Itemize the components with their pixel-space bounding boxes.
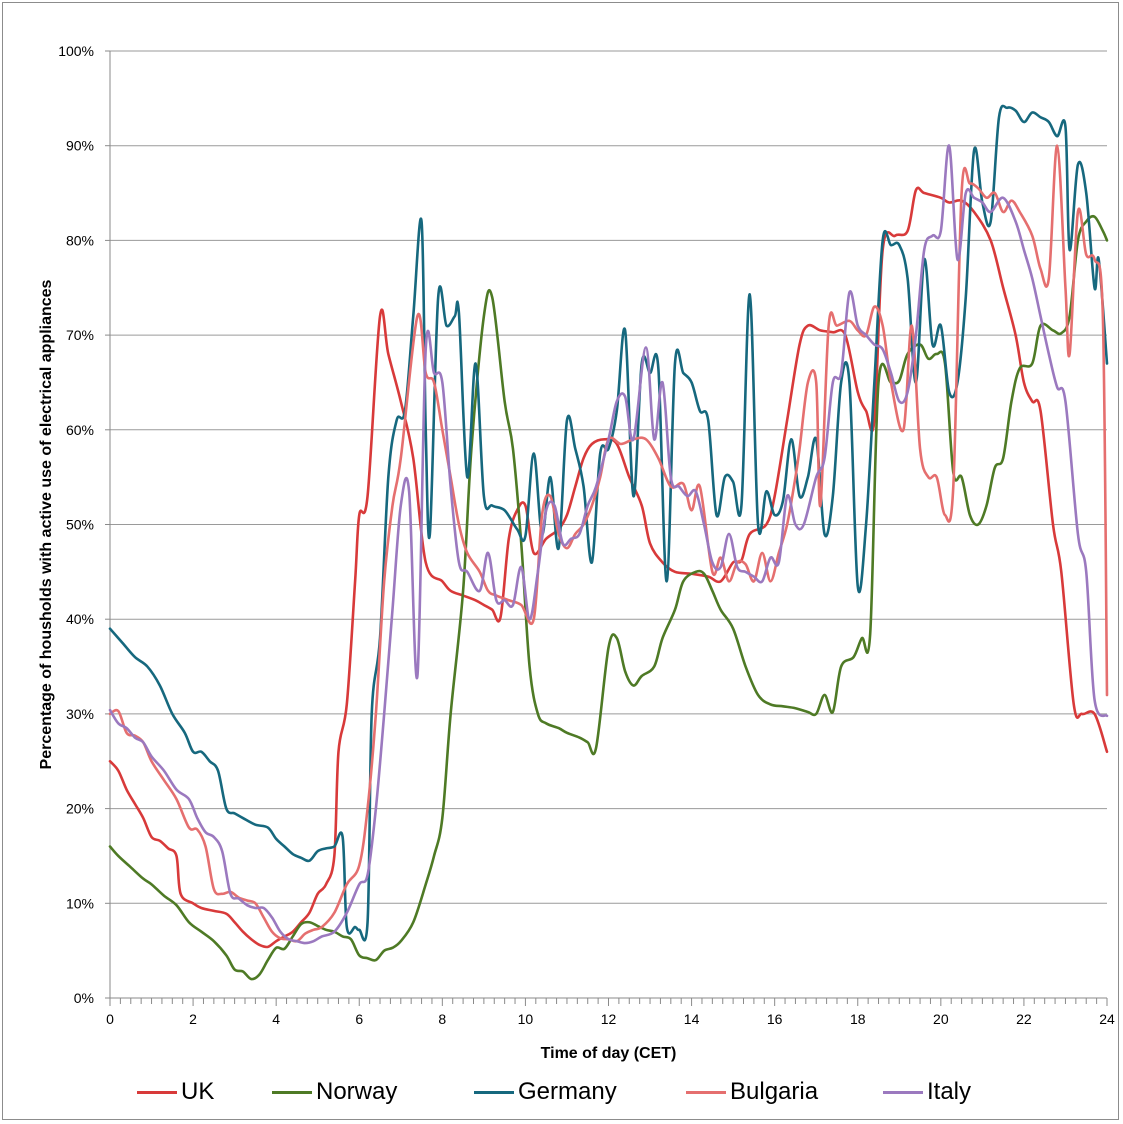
y-tick-label: 20% <box>66 801 94 817</box>
legend: UK Norway Germany Bulgaria Italy <box>0 1070 1123 1114</box>
y-tick-label: 30% <box>66 706 94 722</box>
legend-swatch <box>474 1090 514 1094</box>
y-tick-label: 90% <box>66 138 94 154</box>
series-lines <box>108 104 1109 981</box>
legend-label: UK <box>181 1078 215 1105</box>
legend-item-norway: Norway <box>272 1070 397 1114</box>
legend-label: Germany <box>518 1078 617 1105</box>
x-tick-label: 20 <box>933 1011 949 1027</box>
y-tick-label: 50% <box>66 517 94 533</box>
series-line-germany <box>108 104 1109 942</box>
axes: 0%10%20%30%40%50%60%70%80%90%100%0 2 4 6 8 10… <box>58 43 1115 1027</box>
legend-item-germany: Germany <box>474 1070 617 1114</box>
x-tick-label: 22 <box>1016 1011 1032 1027</box>
y-tick-label: 80% <box>66 232 94 248</box>
x-tick-label: 16 <box>767 1011 783 1027</box>
x-tick-label: 24 <box>1099 1011 1115 1027</box>
legend-label: Italy <box>927 1078 972 1105</box>
legend-label: Bulgaria <box>730 1078 819 1105</box>
series-line-italy <box>108 144 1109 945</box>
y-tick-label: 60% <box>66 422 94 438</box>
x-tick-label: 6 <box>355 1011 363 1027</box>
legend-swatch <box>137 1090 177 1094</box>
y-axis-title: Percentage of housholds with active use … <box>38 279 55 769</box>
legend-item-bulgaria: Bulgaria <box>686 1070 818 1114</box>
y-tick-label: 10% <box>66 895 94 911</box>
x-tick-label: 14 <box>684 1011 700 1027</box>
legend-swatch <box>883 1090 923 1094</box>
x-tick-label: 12 <box>601 1011 617 1027</box>
y-tick-label: 100% <box>58 43 94 59</box>
x-tick-label: 10 <box>518 1011 534 1027</box>
x-tick-label: 18 <box>850 1011 866 1027</box>
series-line-bulgaria <box>108 144 1109 943</box>
legend-swatch <box>272 1090 312 1094</box>
legend-swatch <box>686 1090 726 1094</box>
x-tick-label: 8 <box>438 1011 446 1027</box>
legend-item-italy: Italy <box>883 1070 971 1114</box>
gridlines <box>110 50 1107 904</box>
y-tick-label: 40% <box>66 611 94 627</box>
y-tick-label: 70% <box>66 327 94 343</box>
legend-item-uk: UK <box>137 1070 214 1114</box>
x-tick-label: 0 <box>106 1011 114 1027</box>
x-axis-title: Time of day (CET) <box>541 1045 677 1062</box>
x-tick-label: 4 <box>272 1011 280 1027</box>
legend-label: Norway <box>316 1078 398 1105</box>
x-tick-label: 2 <box>189 1011 197 1027</box>
y-tick-label: 0% <box>74 990 94 1006</box>
